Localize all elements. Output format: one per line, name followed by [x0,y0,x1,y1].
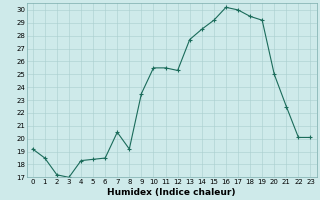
X-axis label: Humidex (Indice chaleur): Humidex (Indice chaleur) [107,188,236,197]
